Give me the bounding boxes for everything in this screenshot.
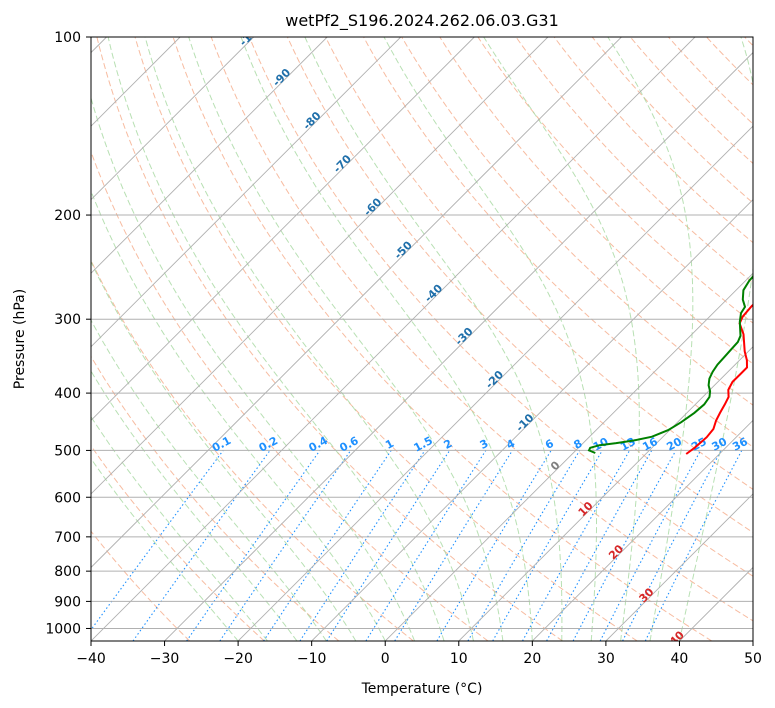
sounding-profiles [587, 275, 753, 455]
moist-adiabat-line [483, 37, 640, 641]
x-tick-label: −40 [76, 651, 106, 667]
isotherm-line [91, 37, 696, 641]
x-axis: −40 −30 −20 −10 0 10 20 30 40 50 [76, 641, 762, 667]
mixing-ratio-line [299, 450, 426, 641]
dry-adiabat-line [553, 37, 753, 244]
y-tick-label: 700 [54, 530, 81, 546]
moist-adiabat-line [91, 370, 298, 641]
y-tick-label: 400 [54, 386, 81, 402]
isotherm-line [91, 37, 549, 495]
dry-adiabat-line [91, 355, 340, 641]
moist-adiabat-line [304, 37, 563, 641]
isotherm-line [237, 125, 753, 641]
isotherm-line [164, 51, 753, 641]
isotherm-line [384, 272, 753, 641]
dry-adiabat-line [91, 150, 489, 641]
dry-adiabat-line [629, 37, 753, 165]
isotherm-line [91, 37, 254, 201]
y-axis-title: Pressure (hPa) [12, 289, 28, 389]
x-tick-label: 30 [597, 651, 615, 667]
mixing-ratio-label: 16 [640, 435, 660, 454]
dry-adiabat-line [591, 37, 753, 204]
dry-adiabat-line [477, 37, 753, 324]
plot-frame [90, 36, 754, 642]
dry-adiabat-line [134, 37, 638, 641]
dry-adiabat-line [439, 37, 753, 365]
mixing-ratio-label: 30 [710, 435, 730, 454]
y-tick-label: 100 [54, 30, 81, 46]
mixing-ratio-line [522, 450, 631, 641]
moist-adiabat-line [107, 37, 445, 641]
x-tick-label: 10 [450, 651, 468, 667]
mixing-ratio-line [394, 450, 513, 641]
dry-adiabat-line [96, 37, 563, 641]
dry-adiabat-line [286, 37, 753, 534]
isotherm-lines [91, 37, 753, 641]
moist-adiabats [91, 37, 753, 641]
dry-adiabat-line [248, 37, 753, 577]
dry-adiabat-line [91, 530, 191, 641]
isotherm-line [311, 199, 753, 641]
y-tick-label: 800 [54, 564, 81, 580]
x-tick-label: 20 [523, 651, 541, 667]
y-tick-label: 1000 [45, 621, 81, 637]
moist-adiabat-line [144, 37, 474, 641]
isotherm-line [91, 37, 328, 274]
y-tick-label: 900 [54, 594, 81, 610]
mixing-ratio-line [546, 450, 653, 641]
mixing-ratio-label: 20 [664, 435, 684, 454]
isotherm-label: -100 [237, 20, 266, 49]
mixing-ratio-line [186, 450, 321, 641]
isotherm-line [458, 346, 753, 641]
x-tick-label: 40 [671, 651, 689, 667]
dry-adiabat-line [515, 37, 753, 284]
isotherm-line [91, 37, 622, 569]
moist-adiabat-line [678, 37, 753, 641]
x-tick-label: −10 [297, 651, 327, 667]
pressure-gridlines [91, 37, 753, 629]
x-axis-title: Temperature (°C) [361, 681, 483, 697]
y-axis: 100 200 300 400 500 600 700 800 900 1000 [45, 30, 91, 637]
mixing-ratio-label: 36 [730, 435, 750, 454]
temperature-profile [685, 303, 753, 455]
mixing-ratio-line [644, 450, 743, 641]
moist-adiabat-line [607, 37, 694, 641]
y-tick-label: 600 [54, 490, 81, 506]
x-tick-label: −30 [150, 651, 180, 667]
x-tick-label: 0 [381, 651, 390, 667]
mixing-ratio-lines [91, 450, 743, 641]
dry-adiabat-line [91, 259, 414, 641]
dry-adiabat-line [210, 37, 753, 622]
plot-area: -100-90-80-70-60-50-40-30-20-10010203040… [91, 20, 753, 641]
mixing-ratio-line [219, 450, 352, 641]
x-tick-label: 50 [744, 651, 762, 667]
x-tick-label: −20 [223, 651, 253, 667]
dewpoint-profile [587, 275, 753, 454]
chart-title: wetPf2_S196.2024.262.06.03.G31 [285, 11, 559, 31]
dry-adiabat-line [325, 37, 753, 490]
y-tick-label: 500 [54, 443, 81, 459]
isotherm-line [91, 37, 402, 348]
mixing-ratio-line [572, 450, 677, 641]
moist-adiabat-line [91, 189, 386, 641]
moist-adiabat-line [383, 37, 597, 641]
moist-adiabat-line [91, 260, 357, 641]
moist-adiabat-line [91, 415, 268, 641]
isotherm-line [605, 493, 753, 641]
moist-adiabat-line [91, 457, 239, 641]
y-tick-label: 300 [54, 312, 81, 328]
moist-adiabat-line [240, 37, 533, 641]
mixing-ratio-line [91, 450, 224, 631]
mixing-ratio-line [263, 450, 392, 641]
mixing-ratio-line [326, 450, 451, 641]
isotherm-line [532, 419, 753, 641]
y-tick-label: 200 [54, 208, 81, 224]
isotherm-line [91, 37, 475, 421]
dry-adiabat-line [401, 37, 753, 406]
